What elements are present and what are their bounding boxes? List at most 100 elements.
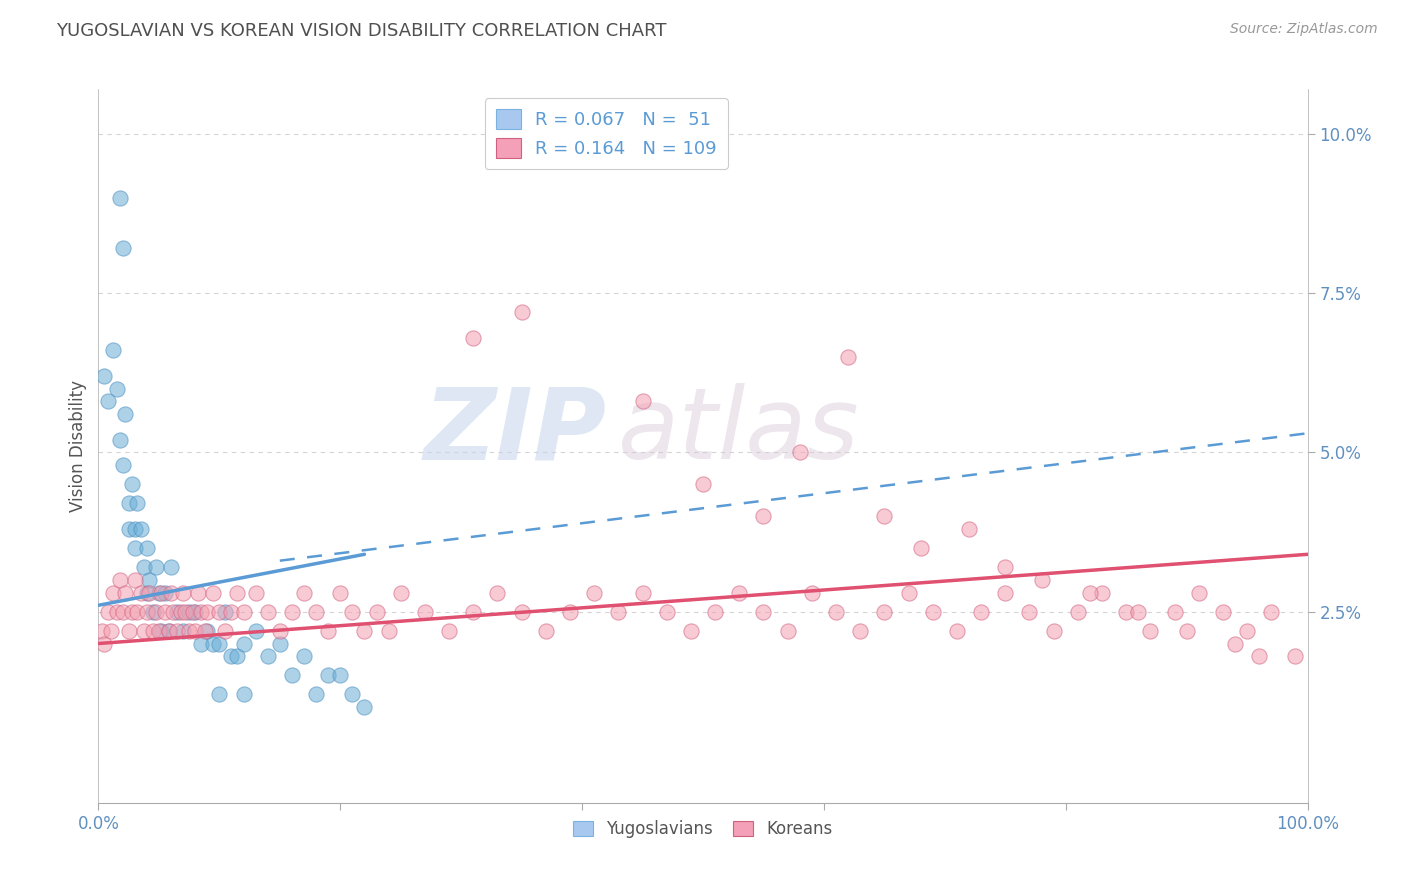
Point bbox=[1091, 585, 1114, 599]
Point bbox=[1128, 605, 1150, 619]
Point bbox=[463, 331, 485, 345]
Point bbox=[329, 668, 352, 682]
Point bbox=[510, 305, 533, 319]
Point bbox=[134, 560, 156, 574]
Point bbox=[138, 573, 160, 587]
Point bbox=[752, 509, 775, 524]
Point bbox=[166, 624, 188, 638]
Point bbox=[121, 477, 143, 491]
Point bbox=[181, 605, 204, 619]
Point bbox=[190, 636, 212, 650]
Point bbox=[583, 585, 606, 599]
Point bbox=[121, 605, 143, 619]
Point bbox=[101, 585, 124, 599]
Point bbox=[1163, 605, 1185, 619]
Point bbox=[232, 636, 254, 650]
Point bbox=[232, 688, 254, 702]
Point bbox=[1078, 585, 1101, 599]
Point bbox=[1223, 636, 1246, 650]
Point bbox=[174, 605, 197, 619]
Point bbox=[789, 445, 811, 459]
Point bbox=[118, 522, 141, 536]
Point bbox=[157, 624, 180, 638]
Point bbox=[93, 636, 115, 650]
Point bbox=[108, 573, 131, 587]
Point bbox=[127, 496, 149, 510]
Point bbox=[1031, 573, 1053, 587]
Point bbox=[208, 688, 231, 702]
Point bbox=[142, 605, 165, 619]
Point bbox=[114, 585, 136, 599]
Point bbox=[534, 624, 557, 638]
Point bbox=[631, 585, 654, 599]
Point bbox=[316, 624, 339, 638]
Point bbox=[1284, 649, 1306, 664]
Text: ZIP: ZIP bbox=[423, 384, 606, 480]
Point bbox=[607, 605, 630, 619]
Point bbox=[138, 585, 160, 599]
Point bbox=[111, 458, 134, 472]
Point bbox=[342, 688, 364, 702]
Point bbox=[129, 522, 152, 536]
Point bbox=[970, 605, 993, 619]
Point bbox=[353, 624, 375, 638]
Point bbox=[179, 624, 201, 638]
Point bbox=[256, 605, 278, 619]
Point bbox=[292, 585, 315, 599]
Y-axis label: Vision Disability: Vision Disability bbox=[69, 380, 87, 512]
Point bbox=[184, 605, 207, 619]
Point bbox=[226, 585, 249, 599]
Point bbox=[825, 605, 848, 619]
Point bbox=[101, 343, 124, 358]
Point bbox=[837, 350, 859, 364]
Point bbox=[169, 605, 191, 619]
Point bbox=[135, 541, 157, 555]
Point bbox=[342, 605, 364, 619]
Point bbox=[692, 477, 714, 491]
Point bbox=[97, 394, 120, 409]
Point bbox=[148, 585, 170, 599]
Point bbox=[316, 668, 339, 682]
Point bbox=[124, 573, 146, 587]
Point bbox=[921, 605, 943, 619]
Point bbox=[162, 605, 184, 619]
Point bbox=[214, 605, 236, 619]
Point bbox=[269, 636, 291, 650]
Point bbox=[150, 624, 173, 638]
Point bbox=[776, 624, 799, 638]
Point bbox=[1236, 624, 1258, 638]
Point bbox=[655, 605, 678, 619]
Point bbox=[114, 407, 136, 421]
Point bbox=[195, 624, 218, 638]
Point bbox=[1042, 624, 1064, 638]
Point bbox=[226, 649, 249, 664]
Point bbox=[118, 624, 141, 638]
Point bbox=[187, 585, 209, 599]
Point bbox=[195, 605, 218, 619]
Point bbox=[389, 585, 412, 599]
Point bbox=[292, 649, 315, 664]
Point bbox=[100, 624, 122, 638]
Point bbox=[190, 605, 212, 619]
Point bbox=[202, 636, 225, 650]
Point bbox=[111, 242, 134, 256]
Point bbox=[153, 585, 176, 599]
Point bbox=[1115, 605, 1137, 619]
Point bbox=[728, 585, 751, 599]
Point bbox=[245, 585, 267, 599]
Point bbox=[127, 605, 149, 619]
Point bbox=[704, 605, 727, 619]
Point bbox=[1067, 605, 1090, 619]
Point bbox=[105, 605, 128, 619]
Point bbox=[108, 433, 131, 447]
Point bbox=[305, 605, 328, 619]
Point bbox=[486, 585, 509, 599]
Point bbox=[142, 624, 165, 638]
Point bbox=[245, 624, 267, 638]
Point bbox=[752, 605, 775, 619]
Point bbox=[873, 605, 896, 619]
Point bbox=[184, 624, 207, 638]
Point bbox=[214, 624, 236, 638]
Point bbox=[353, 700, 375, 714]
Point bbox=[179, 605, 201, 619]
